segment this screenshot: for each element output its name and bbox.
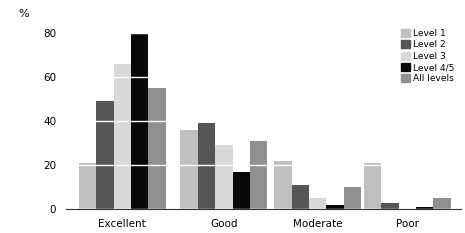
Bar <box>381 202 399 209</box>
Bar <box>344 187 361 209</box>
Bar <box>364 163 381 209</box>
Bar <box>326 205 344 209</box>
Bar <box>274 161 292 209</box>
Legend: Level 1, Level 2, Level 3, Level 4/5, All levels: Level 1, Level 2, Level 3, Level 4/5, Al… <box>399 27 456 85</box>
Bar <box>79 163 96 209</box>
Bar <box>292 185 309 209</box>
Bar <box>215 145 232 209</box>
Bar <box>180 130 198 209</box>
Bar <box>96 102 113 209</box>
Bar <box>250 141 267 209</box>
Bar <box>433 198 451 209</box>
Bar <box>416 207 433 209</box>
Bar <box>113 64 131 209</box>
Bar <box>131 33 148 209</box>
Text: %: % <box>19 9 29 19</box>
Bar <box>198 123 215 209</box>
Bar <box>232 172 250 209</box>
Bar <box>148 88 166 209</box>
Bar <box>309 198 326 209</box>
